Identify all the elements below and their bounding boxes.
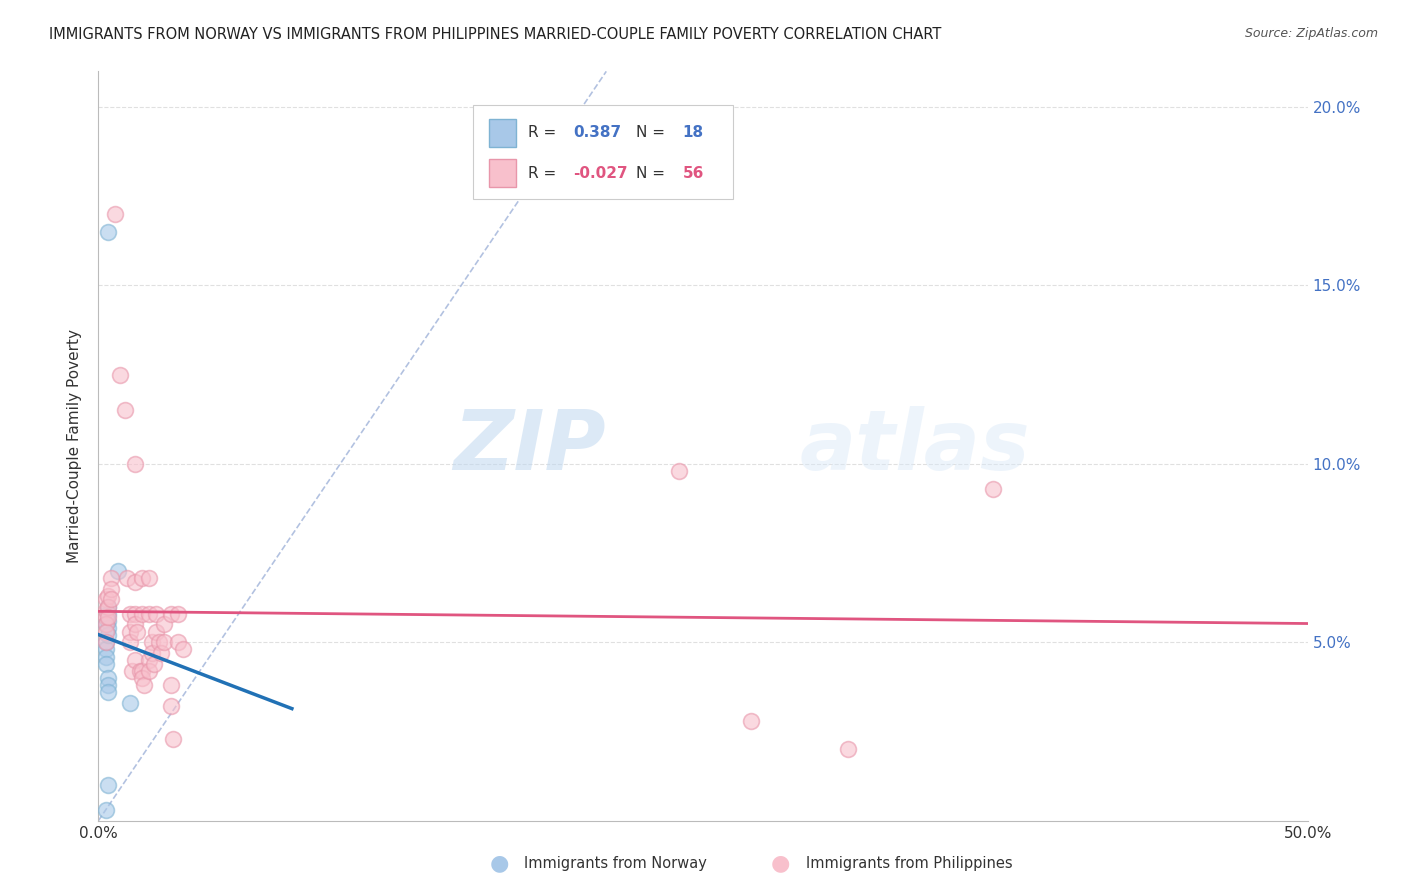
Point (124, 653, 146, 667)
Point (94, 603, 117, 617)
Point (837, 742, 859, 756)
Text: 56: 56 (682, 166, 704, 181)
Point (97, 610, 120, 624)
Point (118, 635, 141, 649)
Point (118, 696, 141, 710)
Point (94, 635, 117, 649)
Point (740, 714, 762, 728)
Point (138, 653, 160, 667)
Point (97, 589, 120, 603)
Point (100, 592, 122, 607)
Point (94, 610, 117, 624)
Point (117, 571, 139, 585)
Point (143, 657, 166, 671)
Point (131, 664, 153, 678)
Point (160, 678, 183, 692)
Point (97, 628, 120, 642)
Point (127, 624, 149, 639)
Point (124, 617, 146, 632)
Point (124, 607, 146, 621)
Point (118, 624, 141, 639)
Point (94, 617, 117, 632)
FancyBboxPatch shape (474, 105, 734, 199)
Point (981, 482, 1004, 496)
Point (145, 607, 167, 621)
Point (94, 649, 117, 664)
Text: R =: R = (527, 125, 561, 140)
Text: 0.387: 0.387 (574, 125, 621, 140)
Point (141, 635, 163, 649)
Point (138, 664, 160, 678)
Point (97, 599, 120, 614)
Point (160, 699, 183, 714)
Text: N =: N = (637, 125, 671, 140)
Point (138, 607, 160, 621)
Point (145, 624, 167, 639)
Text: IMMIGRANTS FROM NORWAY VS IMMIGRANTS FROM PHILIPPINES MARRIED-COUPLE FAMILY POVE: IMMIGRANTS FROM NORWAY VS IMMIGRANTS FRO… (49, 27, 942, 42)
Point (167, 607, 190, 621)
FancyBboxPatch shape (489, 159, 516, 187)
Point (167, 635, 190, 649)
Point (97, 225, 120, 239)
Text: ●: ● (489, 854, 509, 873)
Point (94, 617, 117, 632)
Point (97, 685, 120, 699)
Text: N =: N = (637, 166, 671, 181)
FancyBboxPatch shape (489, 119, 516, 147)
Text: ●: ● (770, 854, 790, 873)
Point (104, 207, 127, 221)
Point (134, 678, 156, 692)
Point (131, 607, 153, 621)
Point (150, 646, 173, 660)
Point (124, 574, 146, 589)
Point (97, 621, 120, 635)
Text: -0.027: -0.027 (574, 166, 628, 181)
Point (97, 607, 120, 621)
Point (668, 464, 690, 478)
Point (94, 642, 117, 657)
Point (160, 607, 183, 621)
Point (141, 646, 163, 660)
Point (97, 678, 120, 692)
Text: Immigrants from Norway: Immigrants from Norway (524, 856, 707, 871)
Point (94, 803, 117, 817)
Point (114, 403, 136, 417)
Point (97, 599, 120, 614)
Point (148, 635, 170, 649)
Text: Source: ZipAtlas.com: Source: ZipAtlas.com (1244, 27, 1378, 40)
Text: 18: 18 (682, 125, 703, 140)
Point (121, 664, 143, 678)
Point (138, 571, 160, 585)
Point (97, 614, 120, 628)
Point (107, 564, 129, 578)
Point (97, 671, 120, 685)
Point (108, 368, 131, 382)
Point (94, 624, 117, 639)
Point (94, 592, 117, 607)
Point (152, 635, 174, 649)
Point (152, 617, 174, 632)
Point (124, 457, 146, 471)
Point (172, 642, 194, 657)
Text: ZIP: ZIP (454, 406, 606, 486)
Point (162, 731, 184, 746)
Point (131, 671, 153, 685)
Point (100, 571, 122, 585)
Text: Immigrants from Philippines: Immigrants from Philippines (806, 856, 1012, 871)
Point (128, 664, 150, 678)
Point (94, 657, 117, 671)
Point (100, 582, 122, 596)
Point (118, 607, 141, 621)
Point (94, 635, 117, 649)
Text: atlas: atlas (800, 406, 1031, 486)
Point (97, 778, 120, 792)
Y-axis label: Married-Couple Family Poverty: Married-Couple Family Poverty (67, 329, 83, 563)
Point (131, 571, 153, 585)
Text: R =: R = (527, 166, 561, 181)
